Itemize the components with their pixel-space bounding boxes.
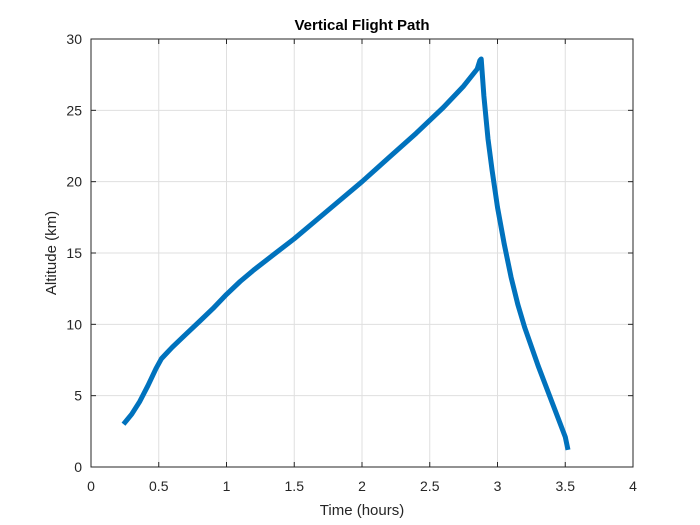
y-tick-label: 15 bbox=[66, 245, 82, 261]
x-tick-label: 3.5 bbox=[556, 478, 576, 494]
x-tick-label: 1 bbox=[223, 478, 231, 494]
y-axis-label: Altitude (km) bbox=[43, 211, 60, 295]
x-axis-label: Time (hours) bbox=[320, 502, 404, 519]
y-tick-label: 20 bbox=[66, 174, 82, 190]
tick-labels: 0 0.5 1 1.5 2 2.5 3 3.5 4 0 5 10 15 20 25 30 bbox=[66, 31, 637, 494]
axes bbox=[90, 38, 634, 468]
series-layer bbox=[121, 56, 571, 451]
x-tick-label: 0 bbox=[87, 478, 95, 494]
x-tick-label: 2 bbox=[358, 478, 366, 494]
y-tick-label: 5 bbox=[74, 388, 82, 404]
x-tick-label: 0.5 bbox=[149, 478, 169, 494]
y-tick-label: 25 bbox=[66, 102, 82, 118]
chart-title: Vertical Flight Path bbox=[294, 17, 429, 34]
x-tick-label: 2.5 bbox=[420, 478, 440, 494]
x-tick-label: 1.5 bbox=[285, 478, 305, 494]
x-tick-label: 4 bbox=[629, 478, 637, 494]
series-line bbox=[121, 56, 571, 451]
y-tick-label: 0 bbox=[74, 459, 82, 475]
x-tick-label: 3 bbox=[494, 478, 502, 494]
y-tick-label: 10 bbox=[66, 316, 82, 332]
y-tick-label: 30 bbox=[66, 31, 82, 47]
